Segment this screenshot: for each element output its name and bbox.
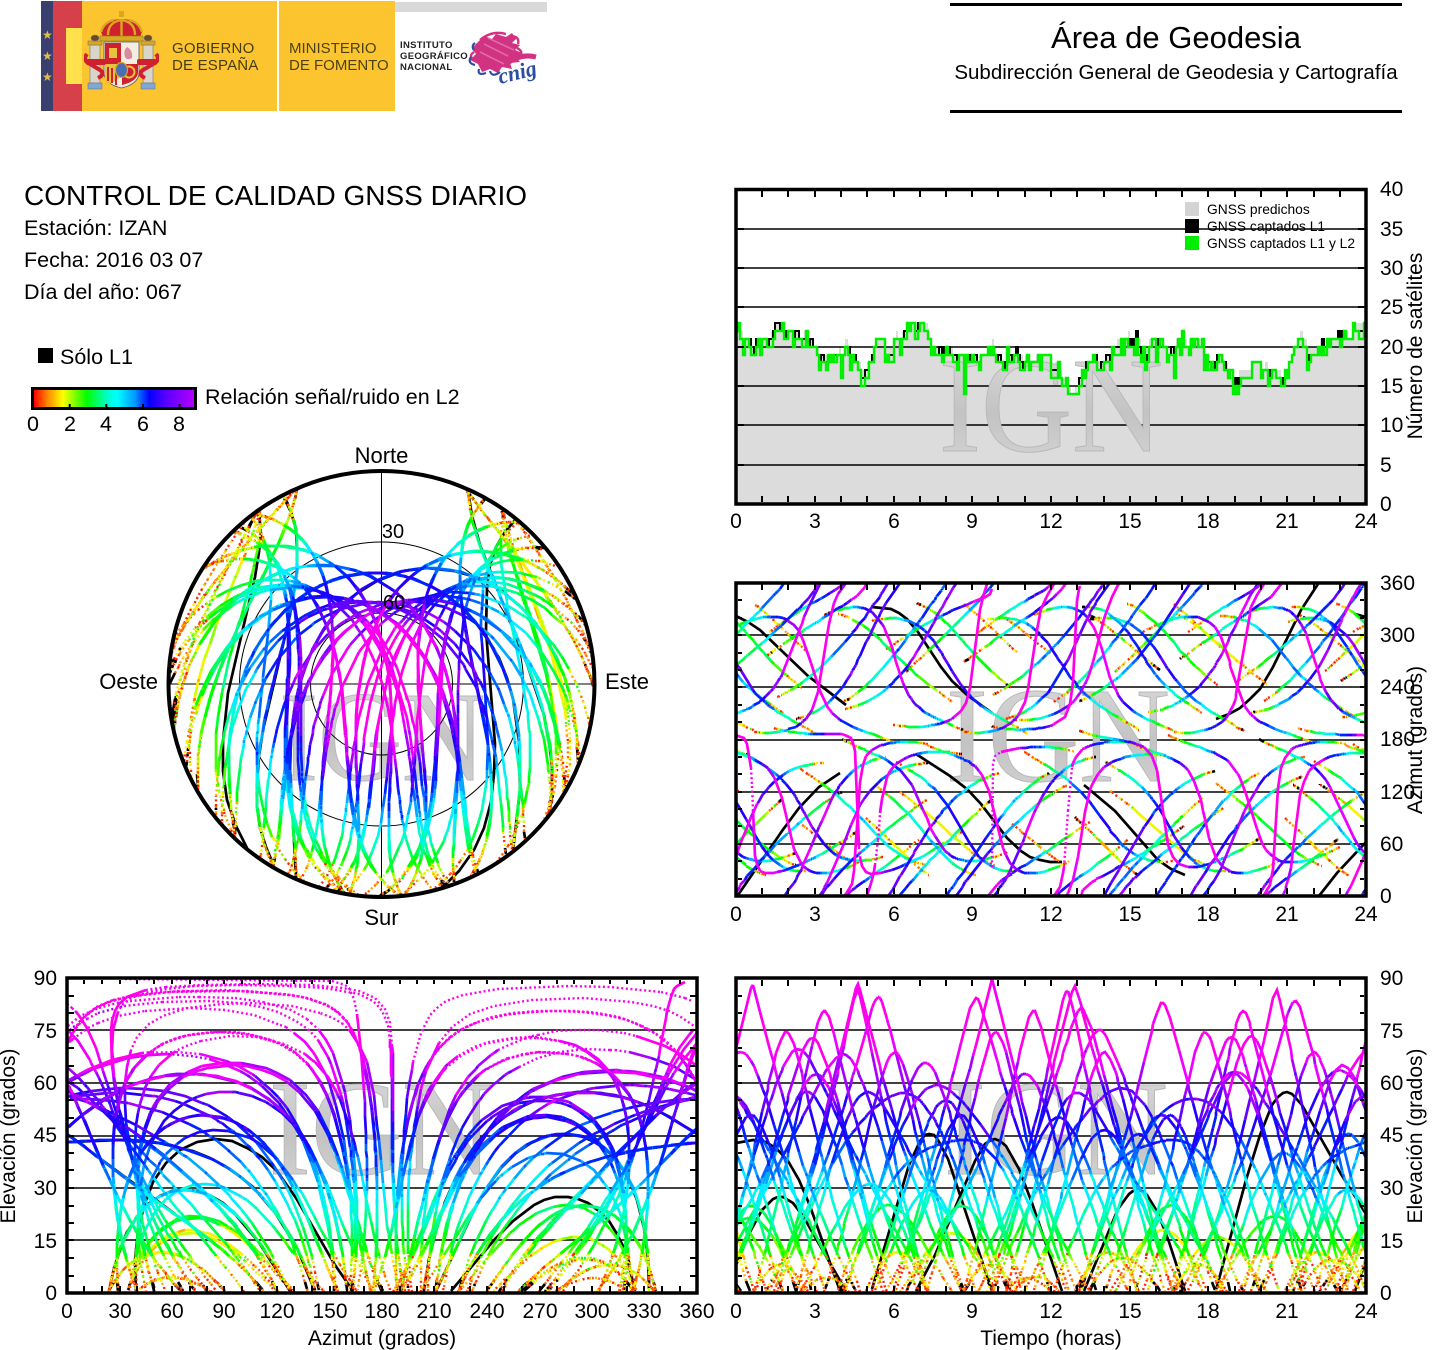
- svg-text:40: 40: [1380, 178, 1403, 201]
- svg-text:18: 18: [1196, 510, 1219, 533]
- svg-text:60: 60: [1380, 833, 1403, 856]
- svg-text:Número de satélites: Número de satélites: [1404, 253, 1427, 440]
- svg-text:300: 300: [1380, 624, 1415, 647]
- svg-text:75: 75: [1380, 1020, 1403, 1043]
- svg-text:15: 15: [1380, 1230, 1403, 1253]
- svg-text:25: 25: [1380, 296, 1403, 319]
- svg-text:150: 150: [312, 1300, 347, 1323]
- svg-text:Sur: Sur: [364, 905, 398, 930]
- svg-text:3: 3: [809, 1300, 821, 1323]
- svg-text:Elevación (grados): Elevación (grados): [1404, 1048, 1427, 1223]
- svg-text:5: 5: [1380, 454, 1392, 477]
- svg-text:360: 360: [1380, 572, 1415, 595]
- svg-text:60: 60: [160, 1300, 183, 1323]
- svg-text:0: 0: [730, 1300, 742, 1323]
- svg-text:Azimut (grados): Azimut (grados): [1404, 666, 1427, 814]
- svg-text:30: 30: [108, 1300, 131, 1323]
- svg-text:60: 60: [34, 1072, 57, 1095]
- svg-text:0: 0: [730, 903, 742, 926]
- svg-text:Tiempo (horas): Tiempo (horas): [980, 1327, 1122, 1350]
- svg-text:10: 10: [1380, 414, 1403, 437]
- svg-text:45: 45: [1380, 1124, 1403, 1147]
- svg-text:15: 15: [1118, 1300, 1141, 1323]
- svg-text:120: 120: [1380, 781, 1415, 804]
- svg-text:30: 30: [382, 521, 404, 543]
- svg-text:60: 60: [383, 592, 405, 614]
- svg-text:90: 90: [34, 967, 57, 990]
- svg-text:45: 45: [34, 1124, 57, 1147]
- svg-text:300: 300: [574, 1300, 609, 1323]
- svg-text:0: 0: [1380, 885, 1392, 908]
- svg-text:18: 18: [1196, 903, 1219, 926]
- svg-text:18: 18: [1196, 1300, 1219, 1323]
- svg-text:24: 24: [1354, 510, 1378, 533]
- svg-text:GNSS predichos: GNSS predichos: [1207, 202, 1310, 217]
- svg-text:0: 0: [730, 510, 742, 533]
- svg-text:60: 60: [1380, 1072, 1403, 1095]
- svg-text:9: 9: [966, 510, 978, 533]
- svg-text:Azimut (grados): Azimut (grados): [308, 1327, 456, 1350]
- svg-text:240: 240: [1380, 676, 1415, 699]
- svg-text:180: 180: [364, 1300, 399, 1323]
- svg-text:0: 0: [61, 1300, 73, 1323]
- svg-text:90: 90: [212, 1300, 235, 1323]
- svg-text:330: 330: [626, 1300, 661, 1323]
- svg-text:Este: Este: [605, 669, 649, 694]
- svg-text:3: 3: [809, 510, 821, 533]
- svg-text:3: 3: [809, 903, 821, 926]
- svg-text:270: 270: [522, 1300, 557, 1323]
- svg-text:15: 15: [34, 1230, 57, 1253]
- svg-text:210: 210: [416, 1300, 451, 1323]
- svg-text:IGN: IGN: [946, 661, 1170, 811]
- svg-text:21: 21: [1275, 1300, 1298, 1323]
- svg-text:6: 6: [888, 1300, 900, 1323]
- svg-text:9: 9: [966, 903, 978, 926]
- svg-text:120: 120: [259, 1300, 294, 1323]
- svg-text:75: 75: [34, 1020, 57, 1043]
- svg-text:30: 30: [1380, 1177, 1403, 1200]
- svg-text:240: 240: [469, 1300, 504, 1323]
- svg-text:GNSS captados L1: GNSS captados L1: [1207, 219, 1325, 234]
- svg-text:0: 0: [1380, 1282, 1392, 1305]
- svg-text:6: 6: [888, 510, 900, 533]
- svg-text:0: 0: [45, 1282, 57, 1305]
- svg-text:Norte: Norte: [355, 443, 409, 468]
- svg-text:30: 30: [1380, 257, 1403, 280]
- svg-text:0: 0: [1380, 493, 1392, 516]
- svg-text:9: 9: [966, 1300, 978, 1323]
- svg-text:35: 35: [1380, 218, 1403, 241]
- svg-text:21: 21: [1275, 510, 1298, 533]
- svg-text:GNSS captados L1 y L2: GNSS captados L1 y L2: [1207, 236, 1355, 251]
- svg-text:15: 15: [1118, 903, 1141, 926]
- svg-text:180: 180: [1380, 728, 1415, 751]
- svg-text:IGN: IGN: [939, 331, 1163, 481]
- svg-text:15: 15: [1118, 510, 1141, 533]
- svg-text:12: 12: [1039, 510, 1062, 533]
- svg-text:12: 12: [1039, 903, 1062, 926]
- svg-text:20: 20: [1380, 336, 1403, 359]
- svg-text:6: 6: [888, 903, 900, 926]
- svg-text:90: 90: [1380, 967, 1403, 990]
- svg-text:Elevación (grados): Elevación (grados): [0, 1048, 20, 1223]
- svg-text:24: 24: [1354, 903, 1378, 926]
- svg-text:Oeste: Oeste: [99, 669, 158, 694]
- svg-text:21: 21: [1275, 903, 1298, 926]
- svg-text:30: 30: [34, 1177, 57, 1200]
- svg-text:12: 12: [1039, 1300, 1062, 1323]
- svg-text:24: 24: [1354, 1300, 1378, 1323]
- svg-text:15: 15: [1380, 375, 1403, 398]
- svg-text:360: 360: [679, 1300, 714, 1323]
